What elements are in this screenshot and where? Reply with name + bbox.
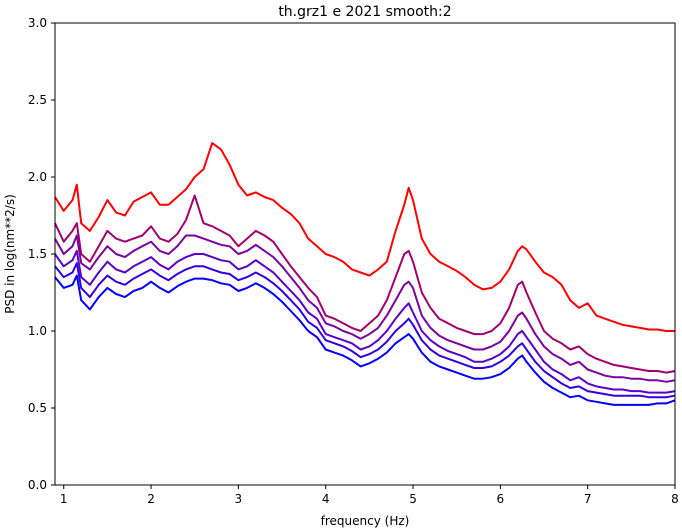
y-tick-label: 2.5: [28, 93, 47, 107]
series-line-3: [54, 234, 676, 383]
series-line-2: [54, 194, 676, 374]
series-line-6: [54, 274, 676, 406]
y-tick-label: 1.0: [28, 324, 47, 338]
x-axis: 1 2 3 4 5 6 7 8: [60, 485, 679, 506]
x-tick-label: 6: [497, 492, 505, 506]
series-line-5: [54, 262, 676, 399]
y-tick-label: 0.0: [28, 478, 47, 492]
chart-title: th.grz1 e 2021 smooth:2: [278, 4, 451, 20]
x-tick-label: 2: [147, 492, 155, 506]
x-axis-label: frequency (Hz): [321, 514, 410, 528]
x-tick-label: 8: [671, 492, 679, 506]
x-tick-label: 3: [235, 492, 243, 506]
y-tick-label: 3.0: [28, 16, 47, 30]
y-tick-label: 1.5: [28, 247, 47, 261]
x-tick-label: 7: [584, 492, 592, 506]
series-line-1: [54, 142, 675, 332]
y-axis: 0.0 0.5 1.0 1.5 2.0 2.5 3.0: [28, 16, 55, 492]
y-tick-label: 2.0: [28, 170, 47, 184]
y-tick-label: 0.5: [28, 401, 47, 415]
x-tick-label: 4: [322, 492, 330, 506]
x-tick-label: 5: [409, 492, 417, 506]
x-tick-label: 1: [60, 492, 68, 506]
series-line-4: [54, 249, 676, 394]
plot-frame: [54, 22, 676, 486]
series-layer: [54, 142, 676, 406]
y-axis-label: PSD in log(nm**2/s): [3, 194, 17, 314]
